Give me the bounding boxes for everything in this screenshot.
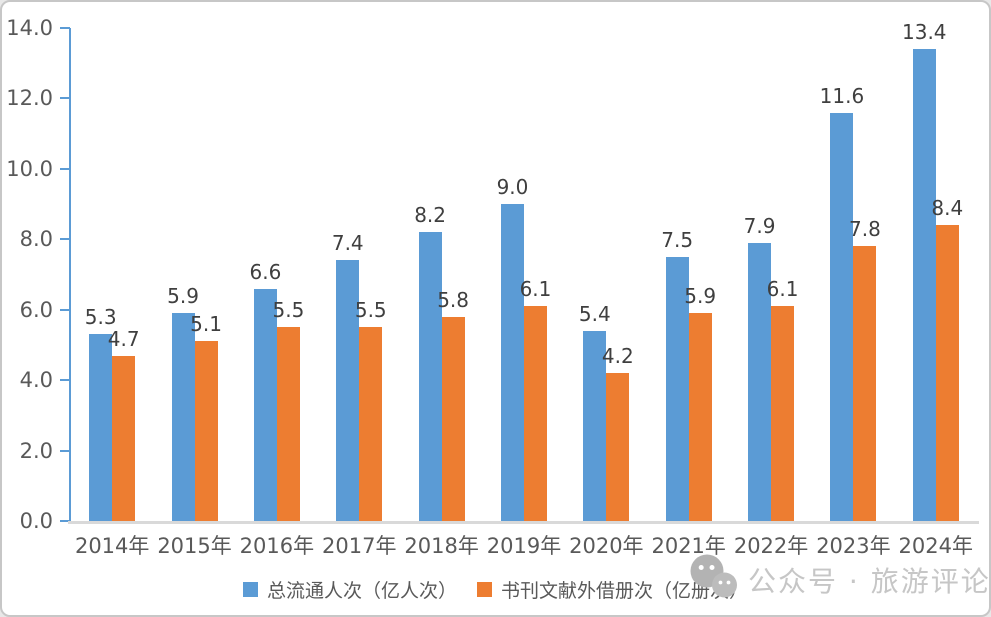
bar: 4.7 xyxy=(108,327,140,521)
bar: 5.8 xyxy=(437,288,469,521)
bar-value-label: 6.1 xyxy=(519,277,552,302)
y-tick-label: 10.0 xyxy=(6,156,53,181)
x-axis-line xyxy=(68,521,979,524)
bar-group: 7.4 5.5 xyxy=(318,28,400,521)
y-tick xyxy=(60,379,70,382)
bar: 5.9 xyxy=(167,284,199,521)
x-tick-label: 2020年 xyxy=(569,534,644,558)
legend-swatch xyxy=(242,582,258,597)
bar: 11.6 xyxy=(820,84,864,521)
bar-group: 7.5 5.9 xyxy=(648,28,730,521)
bar: 13.4 xyxy=(902,20,947,521)
x-axis-labels: 2014年 2015年 2016年 2017年 2018年 2019年 2020年 2021年… xyxy=(71,530,977,560)
bar-value-label: 5.9 xyxy=(684,284,717,309)
y-tick-label: 14.0 xyxy=(6,16,53,40)
y-tick xyxy=(60,238,70,241)
bar: 7.9 xyxy=(744,214,775,521)
bar: 5.9 xyxy=(684,284,716,521)
bar: 5.5 xyxy=(355,298,387,521)
y-tick xyxy=(60,167,70,170)
y-tick-label: 0.0 xyxy=(19,509,53,533)
plot-area: 5.3 4.7 5.9 5.1 6.6 5.5 7.4 5.5 8.2 5.8 9.0 6.1 5.4 4… xyxy=(71,20,977,521)
bar-group: 5.3 4.7 xyxy=(71,28,153,521)
legend-item: 书刊文献外借册次（亿册次） xyxy=(477,576,748,603)
bar-value-label: 13.4 xyxy=(902,20,947,45)
x-tick-label: 2016年 xyxy=(239,534,315,558)
x-tick-label: 2022年 xyxy=(733,534,809,558)
bar-group: 5.4 4.2 xyxy=(565,28,647,521)
bar-value-label: 6.6 xyxy=(249,259,282,284)
bar-group: 8.2 5.8 xyxy=(400,28,482,521)
bar-value-label: 5.5 xyxy=(354,298,387,323)
bar-value-label: 5.4 xyxy=(578,301,611,326)
bar-value-label: 11.6 xyxy=(819,83,865,108)
bar: 5.3 xyxy=(85,305,117,521)
x-tick-label: 2021年 xyxy=(651,534,726,558)
x-tick-label: 2023年 xyxy=(816,534,891,558)
legend-label: 总流通人次（亿人次） xyxy=(266,580,457,602)
bar-group: 13.4 8.4 xyxy=(895,20,977,521)
bar: 6.6 xyxy=(249,260,281,521)
bar-value-label: 5.5 xyxy=(272,298,305,323)
bar-value-label: 5.9 xyxy=(167,284,199,309)
y-tick xyxy=(60,449,70,452)
bar-value-label: 5.3 xyxy=(84,305,117,330)
bar-value-label: 7.9 xyxy=(743,213,776,238)
bar-value-label: 4.7 xyxy=(107,326,140,351)
bar: 9.0 xyxy=(497,175,528,521)
bar-group: 6.6 5.5 xyxy=(236,28,318,521)
y-tick-label: 4.0 xyxy=(19,368,53,393)
y-tick-label: 12.0 xyxy=(6,86,53,111)
y-tick xyxy=(60,27,70,29)
y-tick xyxy=(60,308,70,311)
x-tick-label: 2014年 xyxy=(74,534,150,558)
bar: 6.1 xyxy=(767,277,798,521)
bar-group: 11.6 7.8 xyxy=(812,28,894,521)
bar-group: 5.9 5.1 xyxy=(153,28,235,521)
bar-value-label: 8.2 xyxy=(414,203,447,228)
bar-group: 9.0 6.1 xyxy=(483,28,565,521)
bar: 8.2 xyxy=(414,203,446,521)
legend-swatch xyxy=(477,582,492,597)
bar: 8.4 xyxy=(931,196,963,521)
bar-value-label: 5.1 xyxy=(190,312,222,337)
bar: 7.8 xyxy=(849,217,881,521)
bar: 7.5 xyxy=(661,228,693,521)
legend-label: 书刊文献外借册次（亿册次） xyxy=(501,580,749,602)
bar: 5.1 xyxy=(190,312,222,521)
y-tick-label: 8.0 xyxy=(19,227,53,252)
bar-value-label: 7.5 xyxy=(661,227,694,252)
x-tick-label: 2017年 xyxy=(322,534,397,558)
x-tick-label: 2018年 xyxy=(404,534,479,558)
bar-value-label: 9.0 xyxy=(496,175,529,200)
bar-value-label: 6.1 xyxy=(766,277,799,302)
bar-group: 7.9 6.1 xyxy=(730,28,812,521)
bar: 4.2 xyxy=(602,344,634,521)
y-axis-line xyxy=(69,28,71,521)
legend: 总流通人次（亿人次） 书刊文献外借册次（亿册次） xyxy=(2,576,989,603)
bar-value-label: 7.8 xyxy=(849,217,881,242)
bar: 6.1 xyxy=(520,277,551,521)
y-tick xyxy=(60,520,70,522)
y-tick-label: 6.0 xyxy=(19,297,53,322)
bar: 7.4 xyxy=(332,231,364,521)
bar-value-label: 5.8 xyxy=(437,287,470,312)
bar-value-label: 7.4 xyxy=(331,231,364,256)
legend-item: 总流通人次（亿人次） xyxy=(242,576,457,603)
bar: 5.4 xyxy=(579,302,611,521)
bar-value-label: 4.2 xyxy=(601,344,634,369)
x-tick-label: 2015年 xyxy=(157,534,232,558)
y-tick xyxy=(60,97,70,100)
x-tick-label: 2024年 xyxy=(898,534,973,558)
bar-value-label: 8.4 xyxy=(931,196,964,221)
x-tick-label: 2019年 xyxy=(486,534,562,558)
bar: 5.5 xyxy=(272,298,304,521)
y-tick-label: 2.0 xyxy=(19,438,53,463)
